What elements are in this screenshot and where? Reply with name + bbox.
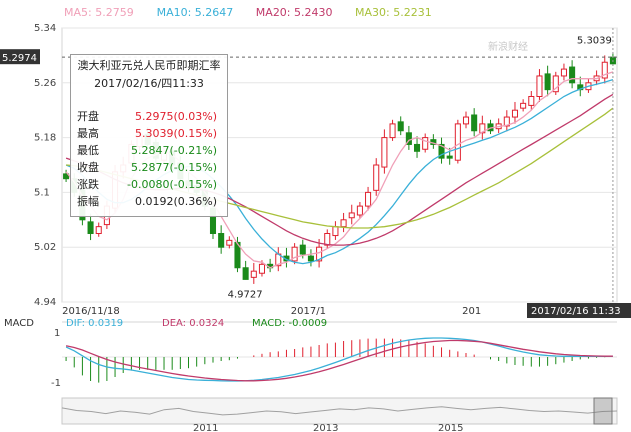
tooltip-value: 5.2877(-0.15%): [131, 161, 217, 174]
candle-body: [373, 164, 380, 191]
tooltip-key: 振幅: [77, 195, 99, 208]
high-annotation: 5.3039: [577, 36, 612, 47]
candle-body: [250, 270, 257, 278]
macd-dea-label: DEA: 0.0324: [162, 318, 224, 329]
macd-tick-label: 1: [54, 328, 60, 339]
candle-body: [340, 219, 347, 228]
candle-body: [307, 255, 314, 262]
tooltip-value: 0.0192(0.36%): [134, 195, 217, 208]
navigator-selection-handle: [593, 397, 613, 425]
tooltip-value: 5.2847(-0.21%): [131, 144, 217, 157]
tooltip-title: 澳大利亚元兑人民币即期汇率: [77, 59, 221, 72]
tooltip-row-high: 最高 5.3039(0.15%): [77, 126, 221, 142]
ma-legend-item: MA10: 5.2647: [157, 6, 234, 19]
candle-body: [218, 233, 225, 248]
candle-body: [544, 73, 551, 91]
candle-body: [389, 123, 396, 139]
candle-body: [601, 61, 608, 79]
candle-body: [234, 241, 241, 269]
tooltip-panel: 澳大利亚元兑人民币即期汇率 2017/02/16/四11:33 开盘 5.297…: [70, 54, 228, 217]
ma-legend-item: MA20: 5.2430: [256, 6, 333, 19]
candle-body: [316, 246, 323, 262]
tooltip-key: 开盘: [77, 110, 99, 123]
candle-body: [365, 191, 372, 207]
low-annotation: 4.9727: [228, 290, 263, 301]
candle-body: [511, 109, 519, 118]
macd-dif-line: [65, 337, 613, 382]
candle-body: [528, 96, 535, 106]
candle-body: [397, 121, 404, 132]
candle-body: [569, 66, 576, 84]
candle-body: [560, 68, 567, 77]
tooltip-row-amplitude: 振幅 0.0192(0.36%): [77, 194, 221, 210]
candle-body: [414, 143, 421, 152]
tooltip-value: 5.2975(0.03%): [134, 110, 217, 123]
candle-body: [446, 155, 453, 159]
cursor-date-tag: [527, 303, 631, 318]
navigator-frame: [61, 397, 618, 425]
macd-dea-line: [65, 339, 613, 382]
x-tick-label: 2016/11/18: [62, 306, 120, 317]
current-price-tag: [0, 49, 40, 65]
y-tick-label: 5.1: [34, 187, 50, 198]
candle-body: [226, 239, 233, 246]
macd-tick-label: -1: [51, 378, 61, 389]
candle-body: [258, 263, 265, 274]
candle-body: [324, 233, 331, 246]
navigator-line: [61, 406, 618, 416]
candle-body: [356, 205, 363, 216]
tooltip-key: 涨跌: [77, 178, 99, 191]
candle-body: [381, 137, 388, 168]
tooltip-row-close: 收盘 5.2877(-0.15%): [77, 160, 221, 176]
y-tick-label: 5.34: [34, 23, 56, 34]
x-tick-label: 2017/1: [291, 306, 326, 317]
candle-body: [242, 267, 249, 280]
candle-body: [471, 114, 478, 132]
navigator-year-label: 2015: [438, 423, 463, 432]
y-tick-label: 5.02: [34, 242, 56, 253]
candle-body: [422, 137, 429, 150]
candle-body: [552, 75, 559, 93]
y-tick-label: 5.18: [34, 133, 56, 144]
tooltip-value: -0.0080(-0.15%): [127, 178, 217, 191]
candle-body: [405, 132, 412, 145]
candle-body: [462, 116, 470, 125]
candle-body: [95, 226, 102, 234]
candle-body: [63, 173, 70, 180]
tooltip-key: 最高: [77, 127, 99, 140]
current-price-label: 5.2974: [2, 53, 37, 64]
tooltip-row-low: 最低 5.2847(-0.21%): [77, 143, 221, 159]
ma-legend-item: MA30: 5.2231: [355, 6, 432, 19]
tooltip-date: 2017/02/16/四11:33: [94, 77, 204, 90]
tooltip-row-change: 涨跌 -0.0080(-0.15%): [77, 177, 221, 193]
candle-body: [454, 123, 461, 161]
candle-body: [438, 143, 445, 159]
tooltip-row-open: 开盘 5.2975(0.03%): [77, 109, 221, 125]
x-tick-label: 201: [462, 306, 481, 317]
candle-body: [520, 102, 527, 109]
macd-value-label: MACD: -0.0009: [252, 318, 327, 329]
candle-body: [87, 221, 94, 234]
navigator-year-label: 2011: [193, 423, 218, 432]
cursor-date-label: 2017/02/16 11:33: [531, 306, 621, 317]
tooltip-key: 最低: [77, 144, 99, 157]
y-tick-label: 5.26: [34, 78, 56, 89]
y-tick-label: 4.94: [34, 297, 56, 308]
navigator-year-label: 2013: [313, 423, 338, 432]
ma-legend-item: MA5: 5.2759: [64, 6, 134, 19]
macd-title: MACD: [4, 318, 34, 329]
candle-body: [332, 226, 339, 237]
macd-dif-label: DIF: 0.0319: [66, 318, 123, 329]
tooltip-key: 收盘: [77, 161, 99, 174]
candle-body: [348, 212, 355, 219]
candle-body: [291, 246, 298, 262]
watermark: 新浪财经: [488, 42, 528, 53]
candle-body: [536, 75, 543, 97]
candle-body: [299, 244, 306, 255]
tooltip-value: 5.3039(0.15%): [134, 127, 217, 140]
